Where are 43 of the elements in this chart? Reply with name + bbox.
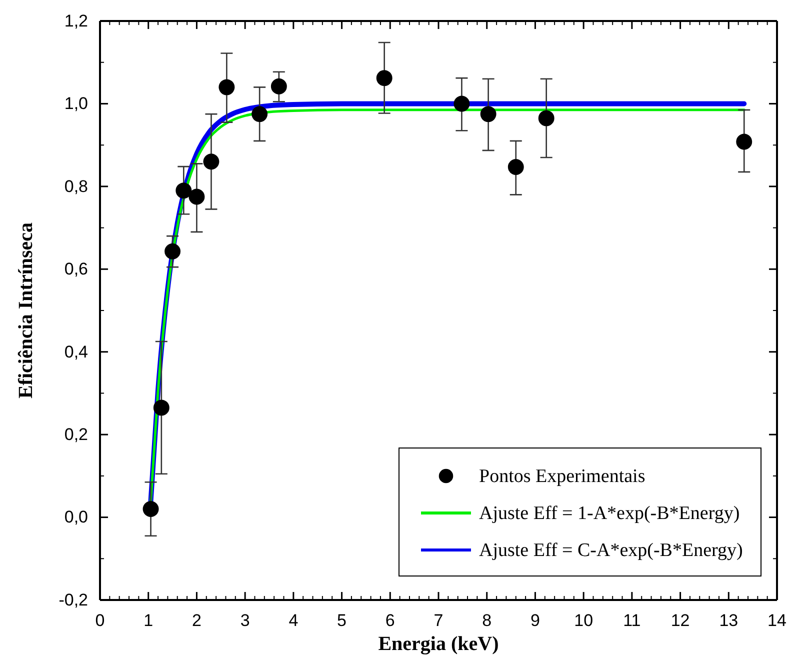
y-axis-title: Eficiência Intrínseca xyxy=(15,222,37,399)
x-tick-label: 11 xyxy=(623,611,641,630)
x-tick-label: 10 xyxy=(574,611,594,630)
legend-label: Ajuste Eff = C-A*exp(-B*Energy) xyxy=(479,540,743,561)
point xyxy=(203,154,220,170)
point xyxy=(252,106,268,122)
x-tick-label: 6 xyxy=(385,611,395,630)
x-tick-label: 14 xyxy=(768,611,786,630)
x-tick-label: 12 xyxy=(670,611,690,630)
point xyxy=(736,134,752,150)
point xyxy=(508,159,524,175)
x-tick-label: 5 xyxy=(337,611,347,630)
point xyxy=(480,106,496,122)
point xyxy=(218,79,235,96)
x-tick-label: 1 xyxy=(144,611,154,630)
legend-label: Pontos Experimentais xyxy=(479,466,646,487)
y-tick-label: 1,0 xyxy=(64,94,88,114)
legend-label: Ajuste Eff = 1-A*exp(-B*Energy) xyxy=(479,503,740,524)
x-tick-label: 9 xyxy=(530,611,540,630)
point xyxy=(454,96,470,112)
x-tick-label: 7 xyxy=(434,611,444,630)
y-tick-label: -0,2 xyxy=(58,590,88,610)
y-tick-label: 0,6 xyxy=(64,260,88,279)
x-tick-label: 2 xyxy=(192,611,202,630)
point xyxy=(538,110,554,126)
y-tick-label: 0,8 xyxy=(64,176,88,196)
x-tick-label: 0 xyxy=(95,611,105,630)
point xyxy=(164,243,181,260)
point xyxy=(270,78,287,94)
x-tick-label: 8 xyxy=(482,611,492,630)
x-axis-title: Energia (keV) xyxy=(378,633,499,655)
y-tick-label: 1,2 xyxy=(64,11,88,30)
point xyxy=(176,182,192,199)
point xyxy=(376,70,392,86)
point xyxy=(153,400,170,416)
x-tick-label: 4 xyxy=(288,611,298,630)
x-tick-label: 3 xyxy=(240,611,250,630)
point xyxy=(142,501,159,517)
y-tick-label: 0,4 xyxy=(64,342,88,362)
point xyxy=(188,188,205,205)
y-tick-label: 0,0 xyxy=(64,508,88,527)
y-tick-label: 0,2 xyxy=(64,425,88,444)
x-tick-label: 13 xyxy=(719,611,738,630)
